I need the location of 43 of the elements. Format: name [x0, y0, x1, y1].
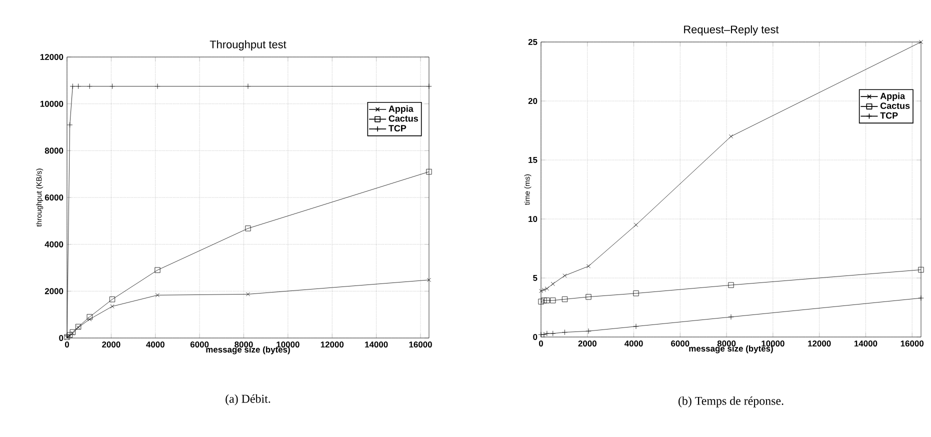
x-tick-label: 4000: [146, 342, 164, 348]
y-tick-label: 10000: [40, 100, 64, 107]
y-tick-label: 8000: [44, 148, 64, 154]
x-tick-label: 14000: [854, 340, 878, 347]
x-tick-label: 6000: [190, 342, 209, 348]
x-tick-label: 10000: [276, 342, 300, 348]
legend-label: Cactus: [880, 102, 910, 109]
x-axis-title: message size (bytes): [689, 345, 773, 354]
y-tick-label: 0: [533, 334, 538, 340]
y-tick-label: 12000: [40, 54, 64, 60]
text: (b) Temps de réponse.: [678, 396, 784, 408]
x-tick-label: 14000: [365, 342, 388, 348]
x-tick-label: 8000: [234, 342, 253, 348]
x-tick-label: 0: [538, 340, 544, 347]
y-tick-label: 10: [528, 216, 538, 222]
x-tick-label: 16000: [409, 342, 432, 348]
x-tick-label: 0: [64, 342, 70, 348]
y-tick-label: 6000: [44, 194, 64, 200]
legend-label: Appia: [880, 92, 906, 101]
legend-label: Cactus: [388, 115, 418, 122]
chart-title: Throughput test: [210, 40, 286, 50]
x-axis-title: message size (bytes): [206, 346, 290, 354]
x-tick-label: 6000: [671, 340, 690, 347]
y-tick-label: 5: [533, 275, 538, 281]
x-tick-label: 8000: [717, 340, 736, 347]
x-tick-label: 4000: [624, 340, 643, 347]
y-tick-label: 25: [528, 39, 538, 45]
x-tick-label: 2000: [578, 340, 596, 347]
x-tick-label: 2000: [102, 342, 120, 348]
chart-title: Request–Reply test: [684, 25, 779, 36]
x-tick-label: 12000: [808, 340, 831, 347]
x-tick-label: 10000: [762, 340, 784, 347]
y-tick-label: 15: [528, 157, 538, 163]
y-tick-label: 2000: [44, 288, 64, 294]
x-tick-label: 12000: [320, 342, 344, 348]
x-tick-label: 16000: [900, 340, 924, 347]
y-tick-label: 20: [528, 98, 538, 104]
text: (a) Débit.: [226, 394, 270, 406]
y-tick-label: 0: [59, 335, 64, 341]
y-tick-label: 4000: [44, 241, 64, 248]
legend-label: TCP: [388, 125, 406, 132]
legend-label: Appia: [388, 105, 414, 114]
legend-label: TCP: [880, 112, 898, 119]
